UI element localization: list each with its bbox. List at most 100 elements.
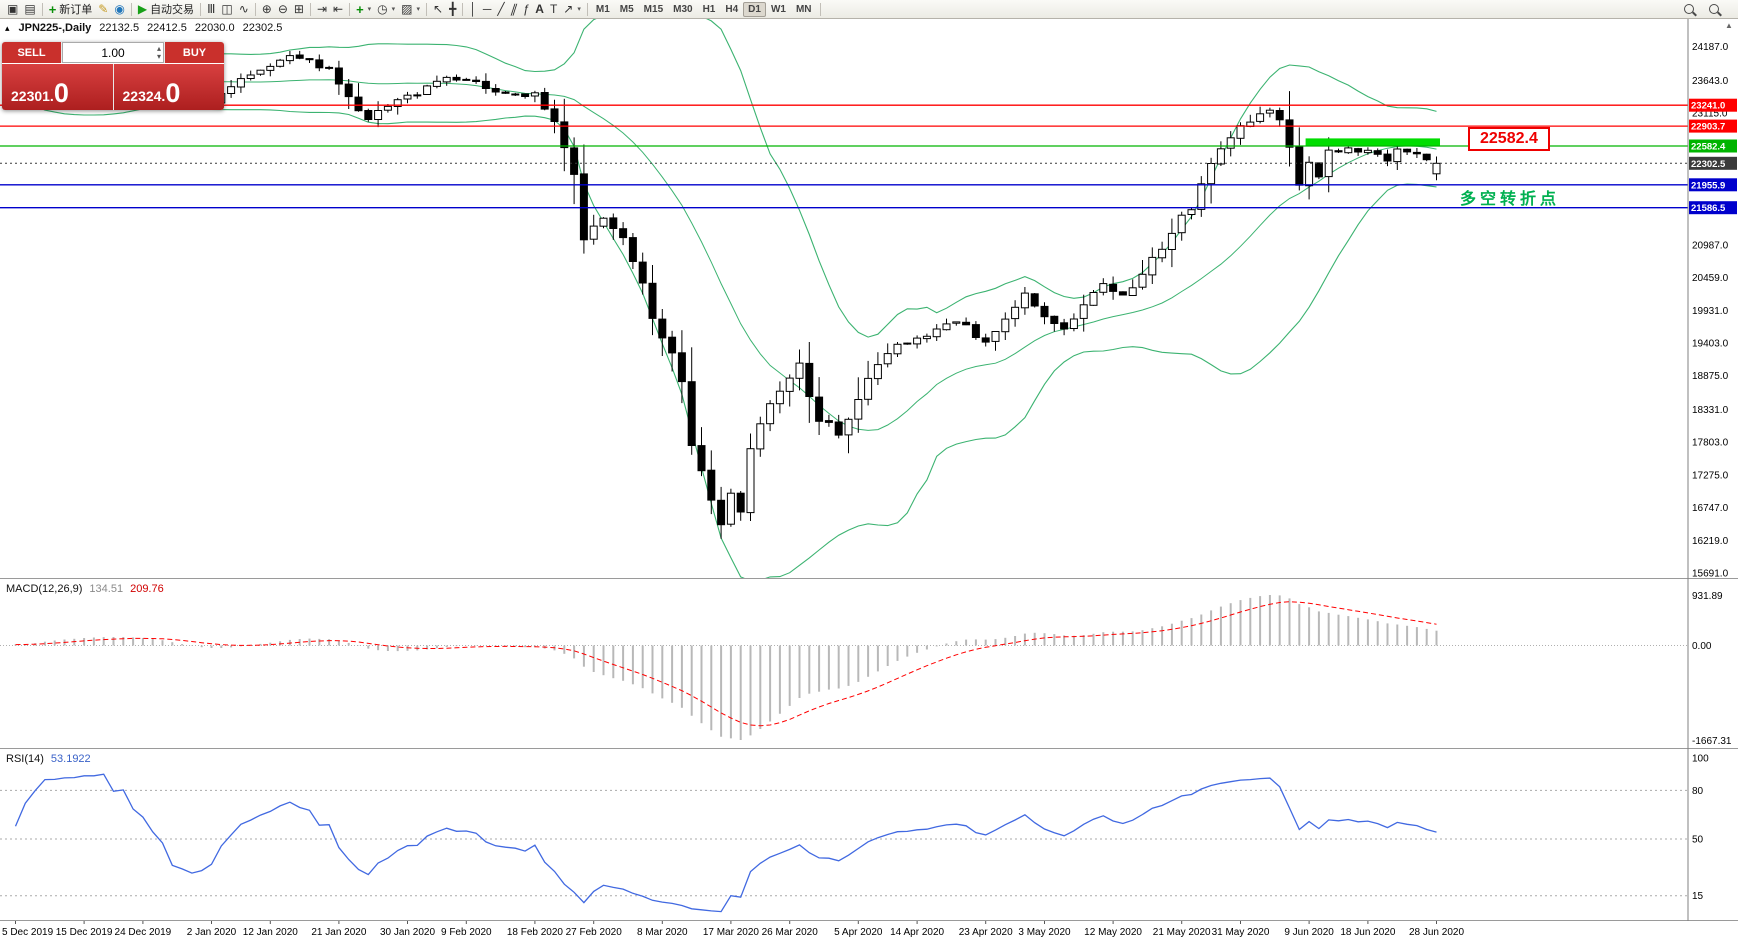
macd-histogram: [14, 595, 1438, 740]
timeframe-h4-button[interactable]: H4: [725, 3, 739, 15]
buy-button[interactable]: BUY: [165, 42, 224, 63]
toolbar-separator: [200, 2, 202, 16]
turning-point-label: 多空转折点: [1460, 191, 1561, 208]
svg-text:24187.0: 24187.0: [1692, 42, 1729, 53]
svg-text:18 Jun 2020: 18 Jun 2020: [1340, 927, 1395, 938]
timeframe-mn-button[interactable]: MN: [795, 3, 812, 15]
svg-text:16219.0: 16219.0: [1692, 536, 1729, 547]
timeframe-d1-button[interactable]: D1: [743, 1, 766, 17]
svg-text:15691.0: 15691.0: [1692, 569, 1729, 580]
new-order-button[interactable]: + 新订单: [48, 1, 93, 17]
candlestick-chart-icon[interactable]: ◫: [221, 1, 233, 16]
zoom-search-icon[interactable]: [1706, 1, 1722, 18]
sell-price-button[interactable]: 22301. 0: [2, 64, 113, 110]
volume-field[interactable]: 1.00 ▴ ▾: [62, 42, 164, 63]
metaeditor-icon[interactable]: ✎: [98, 1, 109, 16]
chart-shift-icon[interactable]: ⇤: [333, 1, 344, 16]
auto-scroll-icon[interactable]: ⇥: [316, 1, 327, 16]
vertical-line-icon[interactable]: │: [469, 1, 477, 16]
indicators-icon[interactable]: + ▾: [356, 1, 372, 17]
toolbar-items: ▣ ▤ + 新订单 ✎ ◉ ▶ 自动交易 Ⅲ ◫ ∿ ⊕ ⊖ ⊞ ⇥ ⇤ + ▾ ◷ ▾ ▨ ▾ ↖ ╋ │ ─ ╱ ∥ ƒ A T ↗ ▾: [4, 1, 591, 18]
price-badge-23241.0: 23241.0: [1689, 98, 1737, 112]
one-click-toggle-icon[interactable]: ▴: [5, 22, 10, 33]
fibonacci-icon[interactable]: ƒ: [522, 1, 530, 16]
svg-text:18331.0: 18331.0: [1692, 405, 1729, 416]
volume-down-icon[interactable]: ▾: [156, 52, 161, 61]
timeframe-m30-button[interactable]: M30: [673, 3, 693, 15]
svg-text:80: 80: [1692, 786, 1704, 797]
scroll-up-icon[interactable]: ▲: [1725, 21, 1733, 30]
bollinger-middle-line: [15, 79, 1437, 431]
svg-text:21955.9: 21955.9: [1691, 180, 1725, 191]
svg-text:21586.5: 21586.5: [1691, 203, 1726, 214]
channel-icon[interactable]: ∥: [508, 1, 520, 16]
svg-text:17275.0: 17275.0: [1692, 470, 1729, 481]
buy-price-button[interactable]: 22324. 0: [113, 64, 224, 110]
price-pane: [0, 19, 1688, 578]
svg-text:-1667.31: -1667.31: [1692, 736, 1732, 747]
arrows-icon[interactable]: ↗ ▾: [563, 1, 581, 16]
buy-price: 22324.: [122, 88, 166, 104]
timeframe-h1-button[interactable]: H1: [702, 3, 716, 15]
search-icon[interactable]: [1681, 1, 1697, 18]
search-icon: [1684, 4, 1694, 14]
svg-text:23241.0: 23241.0: [1691, 101, 1725, 112]
zoom-search-icon: [1709, 4, 1719, 14]
svg-text:20987.0: 20987.0: [1692, 240, 1729, 251]
zoom-in-icon[interactable]: ⊕: [261, 1, 272, 16]
profiles-icon[interactable]: ▤: [24, 1, 36, 16]
svg-text:23115.0: 23115.0: [1692, 109, 1728, 120]
line-chart-icon[interactable]: ∿: [238, 1, 249, 16]
mql5-community-icon[interactable]: ◉: [114, 1, 125, 16]
autotrading-button[interactable]: ▶ 自动交易: [137, 1, 195, 17]
crosshair-icon[interactable]: ╋: [449, 1, 457, 16]
svg-text:23 Apr 2020: 23 Apr 2020: [959, 927, 1013, 938]
svg-text:12 Jan 2020: 12 Jan 2020: [243, 927, 298, 938]
ohlc-high: 22412.5: [147, 22, 187, 34]
svg-text:17803.0: 17803.0: [1692, 438, 1729, 449]
toolbar-separator: [819, 2, 821, 16]
svg-text:22903.7: 22903.7: [1691, 122, 1725, 133]
text-icon[interactable]: A: [535, 1, 544, 16]
trendline-icon[interactable]: ╱: [497, 1, 505, 16]
bollinger-upper-line: [15, 19, 1437, 338]
cursor-icon[interactable]: ↖: [433, 1, 444, 16]
macd-pane: [0, 595, 1688, 740]
bar-chart-icon[interactable]: Ⅲ: [207, 1, 216, 16]
label-icon[interactable]: T: [549, 1, 558, 16]
volume-up-icon[interactable]: ▴: [156, 44, 161, 53]
new-chart-icon[interactable]: ▣: [7, 1, 19, 16]
svg-text:21 Jan 2020: 21 Jan 2020: [311, 927, 366, 938]
svg-text:21 May 2020: 21 May 2020: [1153, 927, 1211, 938]
toolbar-separator: [254, 2, 256, 16]
one-click-trading-panel: SELL 1.00 ▴ ▾ BUY 22301. 0 22324. 0: [2, 42, 224, 110]
rsi-pane: [0, 773, 1688, 913]
sell-button[interactable]: SELL: [2, 42, 61, 63]
tile-windows-icon[interactable]: ⊞: [293, 1, 304, 16]
price-badge-21955.9: 21955.9: [1689, 178, 1737, 192]
rsi-axis: 100 80 50 15: [1692, 754, 1709, 903]
horizontal-line-icon[interactable]: ─: [482, 1, 492, 16]
toolbar-separator: [130, 2, 132, 16]
time-axis: 5 Dec 2019 15 Dec 2019 24 Dec 2019 2 Jan 20…: [2, 921, 1464, 938]
svg-text:8 Mar 2020: 8 Mar 2020: [637, 927, 688, 938]
timeframe-m15-button[interactable]: M15: [643, 3, 664, 15]
periods-icon[interactable]: ◷ ▾: [377, 1, 396, 16]
timeframe-m1-button[interactable]: M1: [595, 3, 610, 15]
timeframe-w1-button[interactable]: W1: [770, 3, 786, 15]
toolbar: ▣ ▤ + 新订单 ✎ ◉ ▶ 自动交易 Ⅲ ◫ ∿ ⊕ ⊖ ⊞ ⇥ ⇤ + ▾ ◷ ▾ ▨ ▾ ↖ ╋ │ ─ ╱ ∥ ƒ A T ↗ ▾ M…: [0, 0, 1738, 19]
timeframe-m5-button[interactable]: M5: [619, 3, 634, 15]
price-badge-22582.4: 22582.4: [1689, 139, 1737, 153]
svg-text:0.00: 0.00: [1692, 641, 1712, 652]
ohlc-open: 22132.5: [99, 22, 140, 34]
svg-text:15: 15: [1692, 891, 1704, 902]
templates-icon[interactable]: ▨ ▾: [401, 1, 421, 16]
svg-text:50: 50: [1692, 835, 1704, 846]
toolbar-separator: [586, 2, 588, 16]
zoom-out-icon[interactable]: ⊖: [277, 1, 288, 16]
svg-text:16747.0: 16747.0: [1692, 503, 1729, 514]
svg-text:24 Dec 2019: 24 Dec 2019: [115, 927, 172, 938]
rsi-label: RSI(14) 53.1922: [6, 753, 91, 765]
svg-text:14 Apr 2020: 14 Apr 2020: [890, 927, 944, 938]
